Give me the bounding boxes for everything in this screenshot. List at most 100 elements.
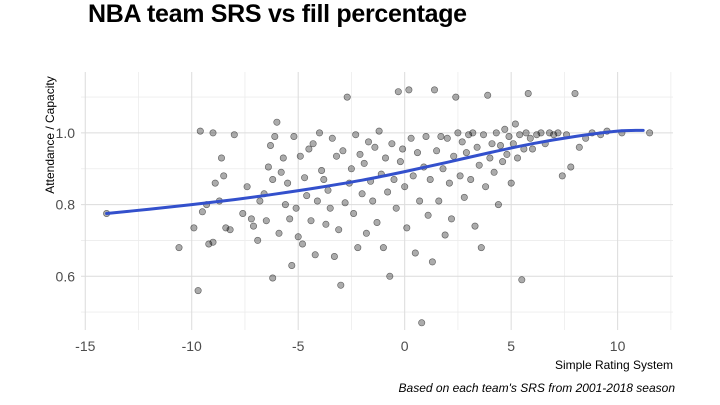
x-tick-label: -15 — [75, 338, 95, 354]
data-point — [320, 176, 328, 184]
data-point — [507, 179, 515, 187]
data-point — [284, 179, 292, 187]
data-point — [277, 168, 285, 176]
data-point — [339, 147, 347, 155]
chart-title: NBA team SRS vs fill percentage — [88, 0, 467, 28]
data-point — [435, 197, 443, 205]
data-point — [386, 272, 394, 280]
data-point — [533, 131, 541, 139]
data-point — [205, 240, 213, 248]
data-point — [347, 165, 355, 173]
data-point — [190, 224, 198, 232]
data-point — [350, 210, 358, 218]
data-point — [373, 219, 381, 227]
data-point — [315, 129, 323, 137]
trend-layer — [105, 128, 645, 215]
data-point — [354, 244, 362, 252]
data-point — [196, 127, 204, 135]
data-point — [505, 133, 513, 141]
data-point — [218, 154, 226, 162]
data-point — [381, 154, 389, 162]
data-point — [428, 258, 436, 266]
data-point — [309, 140, 317, 148]
data-point — [324, 186, 332, 194]
x-tick-label: 10 — [610, 338, 626, 354]
data-point — [575, 143, 583, 151]
data-point — [550, 131, 558, 139]
data-point — [296, 152, 304, 160]
data-point — [392, 204, 400, 212]
data-point — [379, 244, 387, 252]
data-point — [239, 210, 247, 218]
data-point — [264, 163, 272, 171]
data-point — [460, 193, 468, 201]
data-point — [526, 134, 534, 142]
data-point — [486, 154, 494, 162]
data-point — [247, 215, 255, 223]
data-point — [358, 190, 366, 198]
data-point — [388, 140, 396, 148]
y-tick-labels: 0.6 0.8 1.0 — [56, 125, 76, 284]
chart-caption: Based on each team's SRS from 2001-2018 … — [398, 381, 675, 395]
data-point — [279, 154, 287, 162]
data-point — [266, 142, 274, 150]
x-tick-label: -10 — [182, 338, 202, 354]
data-point — [322, 220, 330, 228]
data-point — [352, 131, 360, 139]
data-point — [458, 138, 466, 146]
x-tick-label: 5 — [507, 338, 515, 354]
data-point — [537, 129, 545, 137]
data-point — [360, 159, 368, 167]
data-point — [250, 222, 258, 230]
data-point — [490, 168, 498, 176]
data-point — [313, 197, 321, 205]
plot-panel — [81, 72, 673, 330]
data-point — [396, 158, 404, 166]
data-point — [437, 133, 445, 141]
data-point — [558, 172, 566, 180]
data-point — [311, 251, 319, 259]
data-point — [362, 229, 370, 237]
data-point — [335, 226, 343, 234]
data-point — [484, 91, 492, 99]
trend-line — [105, 128, 645, 215]
data-point — [496, 142, 504, 150]
data-point — [518, 276, 526, 284]
data-point — [488, 140, 496, 148]
data-point — [209, 238, 217, 246]
data-point — [198, 208, 206, 216]
data-point — [528, 145, 536, 153]
data-point — [298, 240, 306, 248]
data-point — [522, 129, 530, 137]
data-point — [303, 192, 311, 200]
data-point — [371, 143, 379, 151]
data-point — [418, 319, 426, 327]
data-point — [411, 249, 419, 257]
data-point — [471, 222, 479, 230]
data-point — [305, 145, 313, 153]
data-point — [405, 86, 413, 94]
data-point — [401, 183, 409, 191]
data-point — [269, 274, 277, 282]
data-point — [499, 158, 507, 166]
data-point — [513, 154, 521, 162]
data-point — [211, 179, 219, 187]
data-point — [479, 131, 487, 139]
y-tick-label: 0.6 — [56, 268, 76, 284]
data-point — [424, 211, 432, 219]
data-point — [262, 217, 270, 225]
data-point — [301, 174, 309, 182]
data-point — [332, 152, 340, 160]
data-point — [511, 120, 519, 128]
data-point — [341, 199, 349, 207]
data-point — [545, 129, 553, 137]
data-point — [494, 201, 502, 209]
data-point — [254, 236, 262, 244]
data-point — [220, 172, 228, 180]
data-point — [443, 134, 451, 142]
data-point — [271, 133, 279, 141]
data-point — [292, 204, 300, 212]
data-point — [275, 229, 283, 237]
data-point — [390, 176, 398, 184]
y-axis-title: Attendance / Capacity — [43, 76, 57, 193]
